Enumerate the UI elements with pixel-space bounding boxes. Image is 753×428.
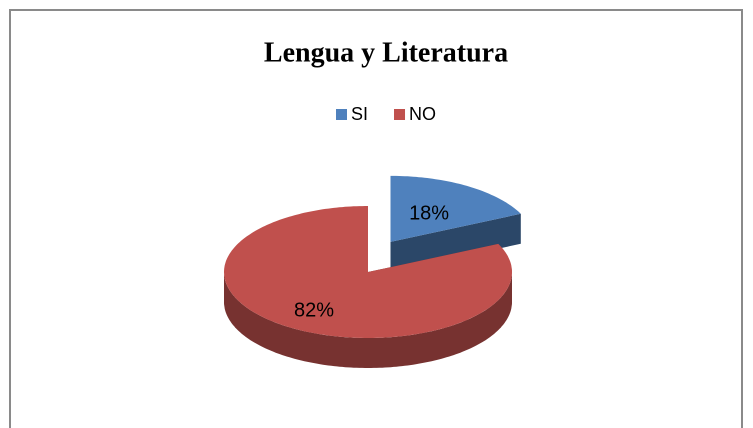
data-label: 82% bbox=[294, 299, 334, 321]
legend-label: NO bbox=[409, 104, 436, 124]
slice-side bbox=[224, 272, 512, 368]
slice bbox=[390, 175, 521, 242]
legend-swatch bbox=[336, 109, 347, 120]
data-label: 18% bbox=[409, 202, 449, 224]
legend-swatch bbox=[394, 109, 406, 120]
slice-side bbox=[390, 213, 521, 272]
chart-title: Lengua y Literatura bbox=[264, 37, 508, 68]
legend-label: SI bbox=[351, 104, 368, 124]
slice bbox=[224, 206, 512, 338]
